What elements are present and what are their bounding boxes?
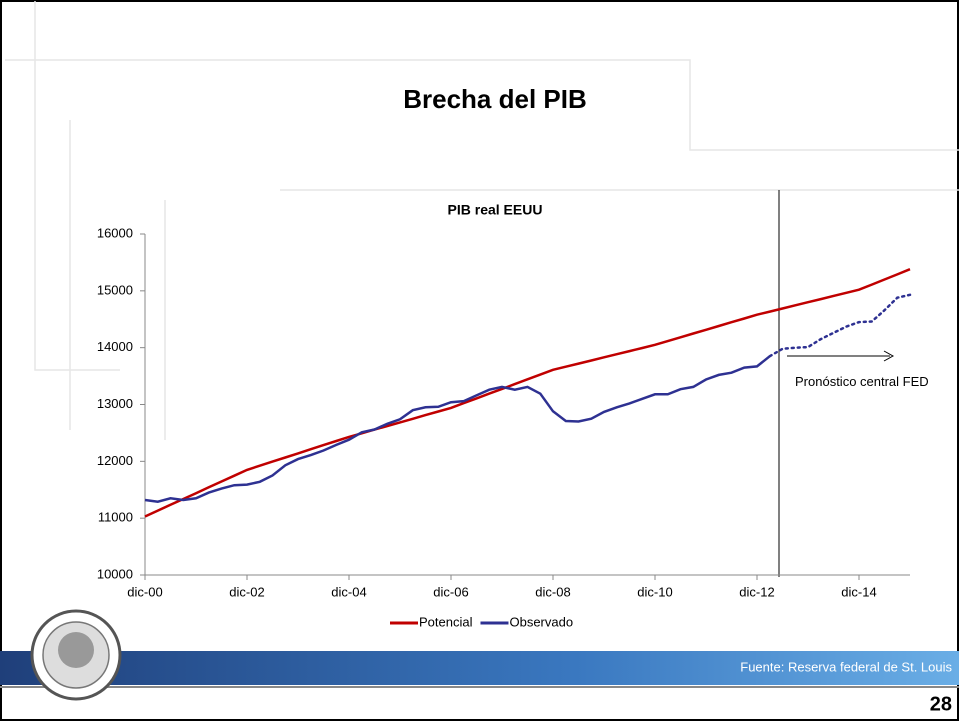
series-line: [144, 355, 771, 503]
logo: [30, 609, 122, 701]
x-tick-label: dic-10: [637, 584, 672, 599]
background-lines: [5, 1, 959, 440]
series-line: [144, 268, 911, 518]
y-tick-label: 11000: [98, 510, 133, 525]
x-tick-label: dic-08: [535, 584, 570, 599]
annotation-box: Pronóstico central FED: [795, 374, 929, 389]
chart-title: PIB real EEUU: [448, 202, 543, 218]
footer-bar: [0, 651, 959, 685]
y-tick-label: 16000: [97, 225, 133, 240]
arrow-head: [883, 350, 895, 362]
x-tick-label: dic-14: [841, 584, 876, 599]
annotation: Pronóstico central FED: [795, 374, 929, 389]
y-tick-label: 12000: [97, 453, 133, 468]
x-tick-label: dic-00: [127, 584, 162, 599]
forecast-line: [768, 293, 912, 358]
legend-label: Observado: [509, 614, 573, 629]
x-tick-label: dic-12: [739, 584, 774, 599]
page-number: 28: [930, 693, 952, 715]
slide-title: Brecha del PIB: [403, 84, 587, 114]
y-tick-label: 13000: [97, 396, 133, 411]
x-tick-label: dic-02: [229, 584, 264, 599]
legend-label: Potencial: [419, 614, 473, 629]
x-tick-label: dic-04: [331, 584, 366, 599]
x-tick-label: dic-06: [433, 584, 468, 599]
source: Fuente: Reserva federal de St. Louis: [740, 659, 952, 674]
y-tick-label: 14000: [97, 339, 133, 354]
y-tick-label: 10000: [97, 566, 133, 581]
y-tick-label: 15000: [97, 282, 133, 297]
